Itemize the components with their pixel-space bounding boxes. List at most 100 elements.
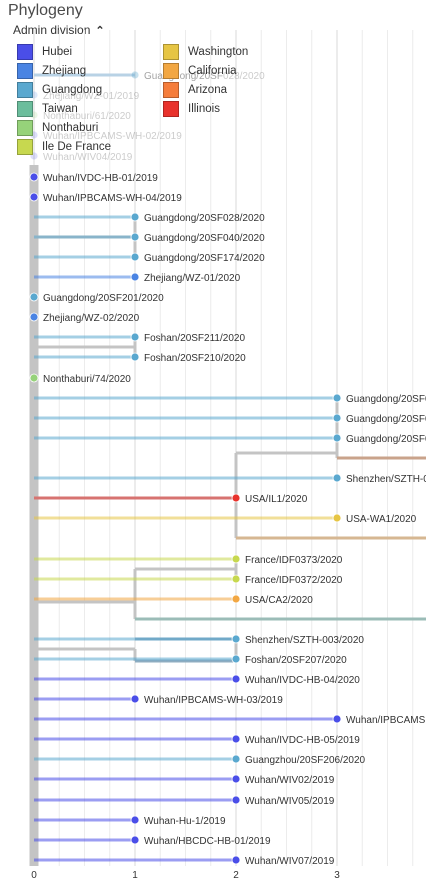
legend-label: Arizona	[188, 84, 227, 96]
tip-label: Wuhan-Hu-1/2019	[144, 816, 226, 827]
legend-item[interactable]: Guangdong	[17, 82, 102, 98]
legend-swatch	[17, 139, 33, 155]
tip-node[interactable]	[130, 70, 140, 80]
legend-item[interactable]: Taiwan	[17, 101, 78, 117]
axis-tick-label: 0	[31, 870, 37, 881]
legend-item[interactable]: Hubei	[17, 44, 72, 60]
tip-node[interactable]	[231, 493, 241, 503]
tip-node[interactable]	[29, 292, 39, 302]
legend-label: Guangdong	[42, 84, 103, 96]
legend-label: Nonthaburi	[42, 122, 99, 134]
tip-label: Nonthaburi/61/2020	[43, 111, 131, 122]
tip-node[interactable]	[332, 513, 342, 523]
tip-node[interactable]	[332, 393, 342, 403]
tip-node[interactable]	[231, 574, 241, 584]
tip-node[interactable]	[332, 714, 342, 724]
tip-node[interactable]	[332, 473, 342, 483]
tip-node[interactable]	[29, 192, 39, 202]
tip-label: Wuhan/WIV07/2019	[245, 856, 335, 867]
tip-label: Guangdong/20SF	[144, 71, 223, 82]
legend-label: California	[188, 65, 237, 77]
legend-swatch	[163, 44, 179, 60]
legend-label: Ile De France	[42, 141, 112, 153]
tip-label: Guangdong/20SF028/2020	[144, 213, 265, 224]
tip-label: Guangdong/20SF0	[346, 414, 426, 425]
legend-item[interactable]: Washington	[163, 44, 248, 60]
tip-node[interactable]	[130, 835, 140, 845]
tip-label: Foshan/20SF211/2020	[144, 333, 245, 344]
tip-node[interactable]	[130, 212, 140, 222]
tip-node[interactable]	[29, 312, 39, 322]
legend: Hubei Zhejiang Guangdong Taiwan Nonthaburi Il…	[0, 0, 426, 170]
legend-label: Taiwan	[42, 103, 78, 115]
tip-label: Wuhan/IVDC-HB-04/2020	[245, 675, 360, 686]
legend-item[interactable]: Nonthaburi	[17, 120, 98, 136]
tip-node[interactable]	[130, 332, 140, 342]
tip-label: Foshan/20SF207/2020	[245, 655, 347, 666]
legend-label: Zhejiang	[42, 65, 87, 77]
panel-title: Phylogeny	[8, 2, 83, 19]
tip-label: Wuhan/IVDC-HB-01/2019	[43, 173, 158, 184]
legend-swatch	[163, 63, 179, 79]
tip-label: Guangzhou/20SF206/2020	[245, 755, 366, 766]
tip-label: Nonthaburi/74/2020	[43, 374, 131, 385]
tip-node[interactable]	[231, 734, 241, 744]
axis-tick-label: 2	[233, 870, 239, 881]
tip-label: Zhejiang/WZ-01/2019	[43, 91, 140, 102]
tip-node[interactable]	[332, 433, 342, 443]
tip-label: Wuhan/IVDC-HB-05/2019	[245, 735, 360, 746]
tip-label: USA/CA2/2020	[245, 595, 313, 606]
tip-label: USA-WA1/2020	[346, 514, 417, 525]
legend-swatch	[17, 101, 33, 117]
tip-node[interactable]	[231, 855, 241, 865]
legend-item[interactable]: Arizona	[163, 82, 227, 98]
legend-swatch	[163, 82, 179, 98]
legend-label: Illinois	[188, 103, 220, 115]
tip-node[interactable]	[130, 232, 140, 242]
tip-node[interactable]	[130, 252, 140, 262]
tip-node[interactable]	[231, 795, 241, 805]
tip-label: Guangdong/20SF0	[346, 434, 426, 445]
legend-swatch	[17, 63, 33, 79]
tip-node[interactable]	[231, 554, 241, 564]
colorby-label: Admin division	[13, 23, 91, 37]
tip-node[interactable]	[332, 413, 342, 423]
legend-item[interactable]: California	[163, 63, 237, 79]
tip-label: Wuhan/WIV04/2019	[43, 152, 133, 163]
legend-swatch	[17, 44, 33, 60]
legend-item[interactable]: Ile De France	[17, 139, 111, 155]
tip-label: Wuhan/IPBCAMS-WH-03/2019	[144, 695, 283, 706]
tip-label: Guangdong/20SF201/2020	[43, 293, 164, 304]
axis-tick-label: 1	[132, 870, 138, 881]
tip-label: France/IDF0373/2020	[245, 555, 343, 566]
tip-node[interactable]	[130, 352, 140, 362]
tip-node[interactable]	[231, 774, 241, 784]
tip-node[interactable]	[231, 754, 241, 764]
tip-label: Guangdong/20SF0	[346, 394, 426, 405]
chevron-up-icon: ⌃	[95, 25, 105, 37]
legend-label: Hubei	[42, 46, 73, 58]
colorby-toggle[interactable]: Admin division ⌃	[13, 23, 105, 37]
tip-node[interactable]	[130, 694, 140, 704]
tip-node[interactable]	[231, 674, 241, 684]
tip-label: Guangdong/20SF174/2020	[144, 253, 265, 264]
legend-item[interactable]: Zhejiang	[17, 63, 86, 79]
tip-node[interactable]	[130, 70, 140, 80]
tip-node[interactable]	[130, 815, 140, 825]
tip-label: Wuhan/IPBCAMS-WH-04/2019	[43, 193, 182, 204]
tip-node[interactable]	[29, 172, 39, 182]
axis-tick-label: 3	[334, 870, 340, 881]
tip-label: USA/IL1/2020	[245, 494, 308, 505]
legend-swatch	[163, 101, 179, 117]
legend-item[interactable]: Illinois	[163, 101, 220, 117]
tip-label: Wuhan/HBCDC-HB-01/2019	[144, 836, 271, 847]
legend-label: Washington	[188, 46, 249, 58]
tip-node[interactable]	[29, 373, 39, 383]
tip-node[interactable]	[130, 272, 140, 282]
tip-node[interactable]	[231, 654, 241, 664]
tip-label: Wuhan/WIV02/2019	[245, 775, 335, 786]
tip-node[interactable]	[231, 634, 241, 644]
tip-node[interactable]	[231, 594, 241, 604]
tip-label: Zhejiang/WZ-01/2020	[144, 273, 241, 284]
